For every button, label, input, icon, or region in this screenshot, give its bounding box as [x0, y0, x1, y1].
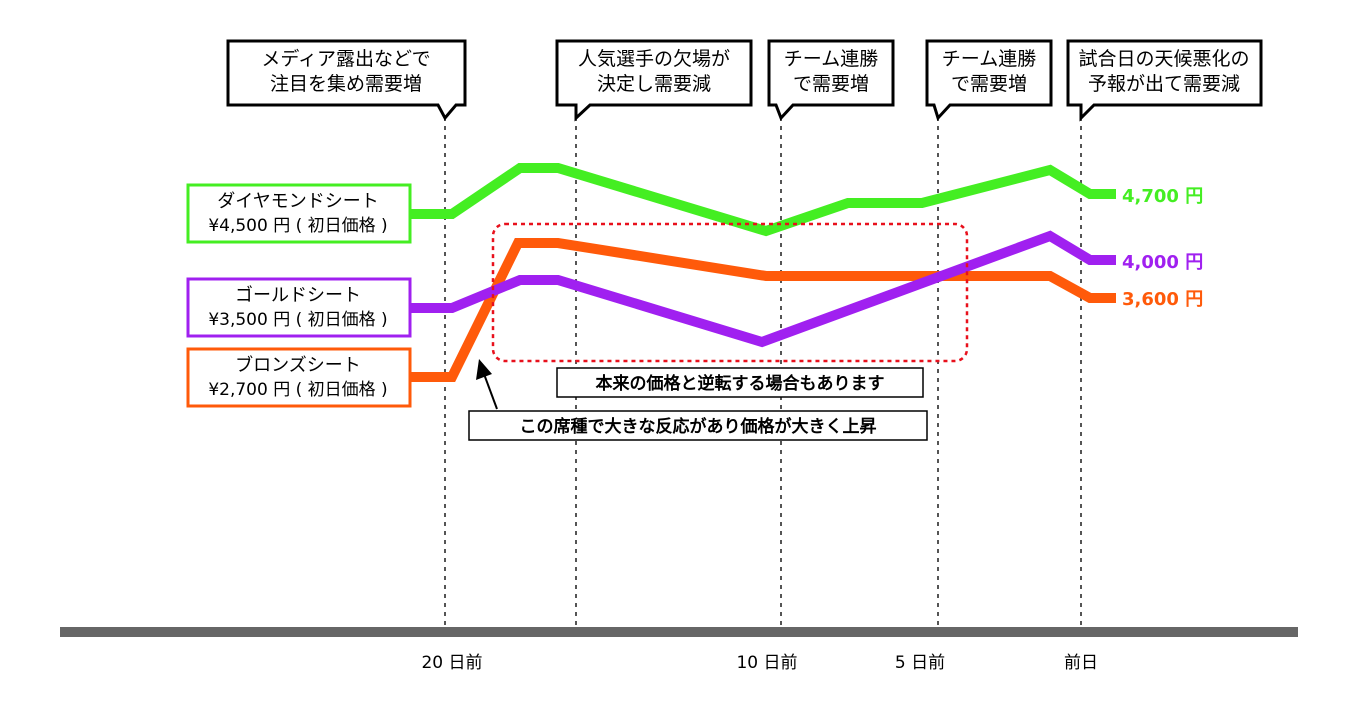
seat-gold-price: ¥3,500 円 ( 初日価格 )	[208, 310, 387, 330]
gold-price-line	[410, 230, 1116, 348]
seat-diamond-price: ¥4,500 円 ( 初日価格 )	[208, 216, 387, 236]
reversal-note: 本来の価格と逆転する場合もあります	[556, 367, 924, 398]
annotation-5-line2: 予報が出て需要減	[1088, 73, 1240, 95]
reaction-arrow	[476, 359, 498, 410]
tick-10days: 10 日前	[736, 653, 797, 673]
tick-20days: 20 日前	[421, 653, 482, 673]
seat-label-gold: ゴールドシート ¥3,500 円 ( 初日価格 )	[186, 277, 412, 338]
diamond-price-line	[410, 163, 1116, 237]
annotation-3: チーム連勝 で需要増	[767, 39, 895, 121]
annotation-1-line1: メディア露出などで	[261, 48, 430, 70]
diamond-end-price: 4,700 円	[1122, 186, 1203, 207]
annotation-4-line1: チーム連勝	[942, 48, 1036, 70]
reversal-note-text: 本来の価格と逆転する場合もあります	[596, 373, 885, 394]
seat-bronze-price: ¥2,700 円 ( 初日価格 )	[208, 380, 387, 400]
reaction-note-text: この席種で大きな反応があり価格が大きく上昇	[520, 416, 877, 437]
seat-gold-name: ゴールドシート	[235, 285, 361, 306]
tick-day-before: 前日	[1064, 653, 1098, 673]
annotation-5: 試合日の天候悪化の 予報が出て需要減	[1066, 39, 1263, 122]
gold-end-price: 4,000 円	[1122, 252, 1203, 273]
seat-bronze-name: ブロンズシート	[235, 354, 361, 376]
timeline-axis	[60, 627, 1298, 637]
reaction-note: この席種で大きな反応があり価格が大きく上昇	[468, 410, 928, 441]
seat-label-bronze: ブロンズシート ¥2,700 円 ( 初日価格 )	[186, 347, 412, 408]
annotation-3-line1: チーム連勝	[784, 48, 878, 70]
annotation-5-line1: 試合日の天候悪化の	[1078, 48, 1249, 70]
tick-5days: 5 日前	[895, 653, 945, 673]
annotation-2-line1: 人気選手の欠場が	[578, 48, 730, 70]
bronze-end-price: 3,600 円	[1122, 289, 1203, 310]
annotation-2: 人気選手の欠場が 決定し需要減	[555, 39, 753, 122]
annotation-1-line2: 注目を集め需要増	[270, 73, 422, 95]
seat-label-diamond: ダイヤモンドシート ¥4,500 円 ( 初日価格 )	[186, 183, 412, 244]
seat-diamond-name: ダイヤモンドシート	[217, 191, 378, 212]
annotation-4-line2: で需要増	[951, 73, 1027, 95]
bronze-price-line	[410, 238, 1116, 382]
annotation-4: チーム連勝 で需要増	[925, 39, 1053, 121]
annotation-2-line2: 決定し需要減	[597, 73, 711, 95]
annotation-3-line2: で需要増	[793, 73, 869, 95]
arrow-head-icon	[476, 359, 492, 380]
annotation-1: メディア露出などで 注目を集め需要増	[226, 39, 467, 121]
reversal-highlight-box	[491, 222, 969, 363]
